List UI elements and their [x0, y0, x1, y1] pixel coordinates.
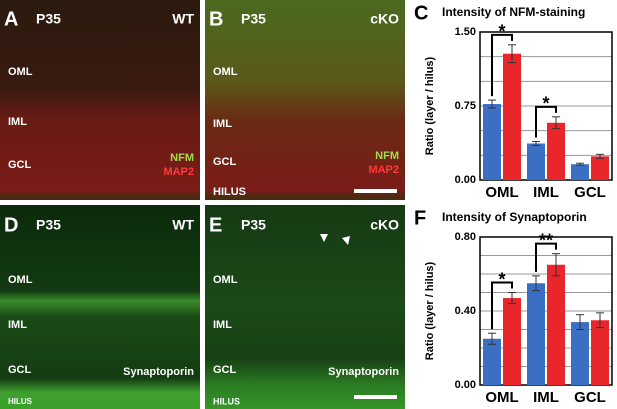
layer-label: OML: [213, 274, 238, 286]
error-bar: [488, 99, 496, 109]
layer-label: IML: [213, 319, 232, 331]
bar: [591, 320, 609, 385]
panel-letter: F: [414, 207, 426, 229]
significance-bracket: [535, 242, 557, 272]
micrograph: [0, 205, 200, 409]
bar: [571, 164, 589, 180]
stain-label: MAP2: [163, 166, 194, 178]
bar: [503, 298, 521, 385]
significance-label: *: [542, 94, 549, 114]
micrograph: [205, 0, 405, 200]
y-tick-label: 0.40: [455, 305, 476, 317]
age-label: P35: [36, 217, 61, 233]
x-tick-label: IML: [533, 389, 559, 406]
error-bar: [552, 253, 560, 277]
layer-label: HILUS: [8, 397, 33, 406]
age-label: P35: [36, 11, 61, 27]
error-bar: [596, 153, 604, 159]
age-label: P35: [241, 217, 266, 233]
genotype-label: WT: [172, 217, 194, 233]
error-bar: [576, 314, 584, 330]
chart-title: Intensity of NFM-staining: [442, 5, 585, 19]
stain-label: NFM: [375, 150, 399, 162]
bar: [571, 322, 589, 385]
panel-letter: C: [414, 2, 428, 24]
panel-letter: B: [209, 8, 223, 30]
panel-letter: A: [4, 8, 18, 30]
x-tick-label: OML: [485, 389, 518, 406]
y-axis-label: Ratio (layer / hilus): [424, 261, 436, 360]
x-tick-label: GCL: [574, 184, 606, 201]
layer-label: IML: [8, 116, 27, 128]
layer-label: GCL: [8, 159, 32, 171]
significance-label: *: [498, 22, 505, 42]
micrograph: [205, 205, 405, 409]
y-tick-label: 1.50: [455, 26, 476, 38]
stain-label: Synaptoporin: [328, 366, 399, 378]
layer-label: IML: [8, 319, 27, 331]
error-bar: [508, 44, 516, 64]
error-bar: [532, 275, 540, 292]
layer-label: OML: [8, 66, 33, 78]
error-bar: [596, 312, 604, 329]
bar: [483, 104, 501, 180]
genotype-label: cKO: [370, 217, 399, 233]
arrowhead: [342, 236, 350, 245]
age-label: P35: [241, 11, 266, 27]
y-tick-label: 0.00: [455, 174, 476, 186]
layer-label: HILUS: [213, 186, 246, 198]
layer-label: GCL: [8, 364, 32, 376]
bar: [547, 264, 565, 385]
stain-label: Synaptoporin: [123, 366, 194, 378]
layer-label: GCL: [213, 364, 237, 376]
plot-frame: [479, 31, 613, 181]
bar: [527, 143, 545, 180]
bar: [527, 283, 545, 385]
layer-label: OML: [213, 66, 238, 78]
layer-label: HILUS: [213, 396, 240, 406]
significance-label: **: [539, 230, 553, 250]
genotype-label: cKO: [370, 11, 399, 27]
panel-letter: E: [209, 214, 222, 236]
y-axis-label: Ratio (layer / hilus): [424, 56, 436, 155]
bar: [503, 53, 521, 180]
plot-frame: [479, 236, 613, 386]
layer-label: OML: [8, 274, 33, 286]
significance-bracket: [491, 33, 513, 97]
genotype-label: WT: [172, 11, 194, 27]
significance-bracket: [535, 105, 557, 138]
micrograph: [0, 0, 200, 200]
y-tick-label: 0.75: [455, 100, 476, 112]
bar: [483, 338, 501, 385]
stain-label: MAP2: [368, 164, 399, 176]
stain-label: NFM: [170, 152, 194, 164]
error-bar: [576, 162, 584, 166]
bar: [591, 156, 609, 180]
error-bar: [552, 116, 560, 130]
x-tick-label: OML: [485, 184, 518, 201]
x-tick-label: IML: [533, 184, 559, 201]
bar: [547, 122, 565, 180]
y-tick-label: 0.80: [455, 231, 476, 243]
significance-bracket: [491, 281, 513, 330]
error-bar: [508, 292, 516, 305]
error-bar: [488, 332, 496, 345]
layer-label: IML: [213, 118, 232, 130]
y-tick-label: 0.00: [455, 379, 476, 391]
arrowhead: [320, 234, 328, 242]
significance-label: *: [498, 269, 505, 289]
chart-title: Intensity of Synaptoporin: [442, 210, 587, 224]
panel-letter: D: [4, 214, 18, 236]
x-tick-label: GCL: [574, 389, 606, 406]
error-bar: [532, 141, 540, 146]
layer-label: GCL: [213, 156, 237, 168]
